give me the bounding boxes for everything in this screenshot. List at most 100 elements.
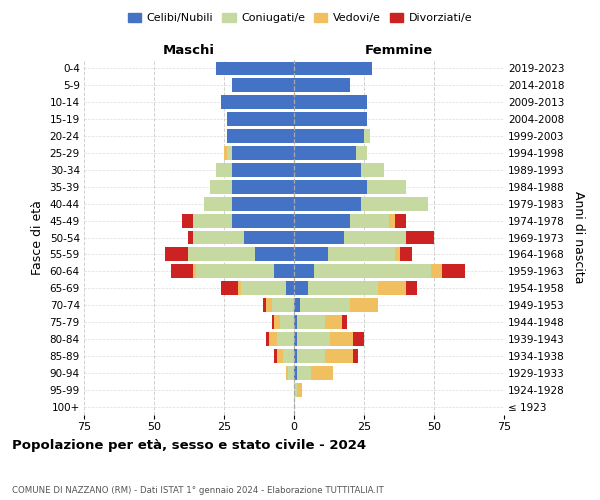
Bar	[255, 248, 294, 262]
Bar	[286, 366, 289, 380]
Bar	[182, 214, 193, 228]
Bar	[400, 248, 412, 262]
Bar	[283, 349, 294, 363]
Bar	[238, 282, 241, 295]
Bar	[294, 96, 367, 109]
Bar	[389, 214, 395, 228]
Bar	[227, 129, 294, 143]
Bar	[294, 298, 299, 312]
Text: Maschi: Maschi	[163, 44, 215, 57]
Bar	[299, 298, 350, 312]
Bar	[294, 180, 367, 194]
Bar	[215, 163, 232, 177]
Bar	[193, 264, 196, 278]
Bar	[165, 248, 188, 262]
Bar	[272, 298, 294, 312]
Bar	[294, 163, 361, 177]
Bar	[294, 366, 297, 380]
Bar	[232, 214, 294, 228]
Bar	[193, 214, 232, 228]
Text: Femmine: Femmine	[365, 44, 433, 57]
Bar	[232, 163, 294, 177]
Bar	[266, 332, 269, 346]
Bar	[286, 282, 294, 295]
Bar	[341, 315, 347, 329]
Bar	[350, 214, 389, 228]
Bar	[325, 349, 353, 363]
Bar	[193, 230, 244, 244]
Bar	[331, 332, 353, 346]
Bar	[232, 146, 294, 160]
Bar	[269, 332, 277, 346]
Bar	[431, 264, 442, 278]
Bar	[294, 248, 328, 262]
Bar	[297, 366, 311, 380]
Text: COMUNE DI NAZZANO (RM) - Dati ISTAT 1° gennaio 2024 - Elaborazione TUTTITALIA.IT: COMUNE DI NAZZANO (RM) - Dati ISTAT 1° g…	[12, 486, 384, 495]
Bar	[308, 282, 378, 295]
Bar	[297, 315, 325, 329]
Bar	[188, 230, 193, 244]
Bar	[294, 197, 361, 210]
Bar	[350, 298, 378, 312]
Bar	[294, 349, 297, 363]
Bar	[395, 248, 400, 262]
Bar	[311, 366, 333, 380]
Bar	[188, 248, 255, 262]
Bar	[294, 214, 350, 228]
Bar	[294, 282, 308, 295]
Bar	[277, 332, 294, 346]
Bar	[280, 315, 294, 329]
Bar	[274, 315, 280, 329]
Bar	[274, 264, 294, 278]
Bar	[325, 315, 341, 329]
Bar	[406, 282, 417, 295]
Bar	[224, 146, 227, 160]
Bar	[297, 382, 302, 396]
Bar	[361, 163, 383, 177]
Bar	[227, 146, 232, 160]
Bar	[221, 96, 294, 109]
Bar	[297, 349, 325, 363]
Bar	[378, 282, 406, 295]
Bar	[314, 264, 431, 278]
Bar	[353, 349, 358, 363]
Bar	[272, 315, 274, 329]
Y-axis label: Fasce di età: Fasce di età	[31, 200, 44, 275]
Text: Popolazione per età, sesso e stato civile - 2024: Popolazione per età, sesso e stato civil…	[12, 440, 366, 452]
Bar	[221, 282, 238, 295]
Bar	[344, 230, 406, 244]
Bar	[171, 264, 193, 278]
Bar	[367, 180, 406, 194]
Bar	[406, 230, 434, 244]
Bar	[227, 112, 294, 126]
Bar	[294, 62, 373, 76]
Bar	[294, 230, 344, 244]
Bar	[294, 382, 297, 396]
Y-axis label: Anni di nascita: Anni di nascita	[572, 191, 585, 284]
Bar	[395, 214, 406, 228]
Bar	[289, 366, 294, 380]
Bar	[364, 129, 370, 143]
Bar	[266, 298, 272, 312]
Bar	[294, 129, 364, 143]
Bar	[294, 315, 297, 329]
Bar	[215, 62, 294, 76]
Bar	[328, 248, 395, 262]
Bar	[232, 180, 294, 194]
Bar	[210, 180, 232, 194]
Bar	[294, 112, 367, 126]
Bar	[241, 282, 286, 295]
Bar	[294, 146, 356, 160]
Bar	[353, 332, 364, 346]
Bar	[356, 146, 367, 160]
Bar	[263, 298, 266, 312]
Bar	[232, 78, 294, 92]
Bar	[196, 264, 274, 278]
Bar	[294, 264, 314, 278]
Bar	[294, 78, 350, 92]
Bar	[361, 197, 428, 210]
Bar	[205, 197, 232, 210]
Bar	[297, 332, 331, 346]
Bar	[274, 349, 277, 363]
Bar	[294, 332, 297, 346]
